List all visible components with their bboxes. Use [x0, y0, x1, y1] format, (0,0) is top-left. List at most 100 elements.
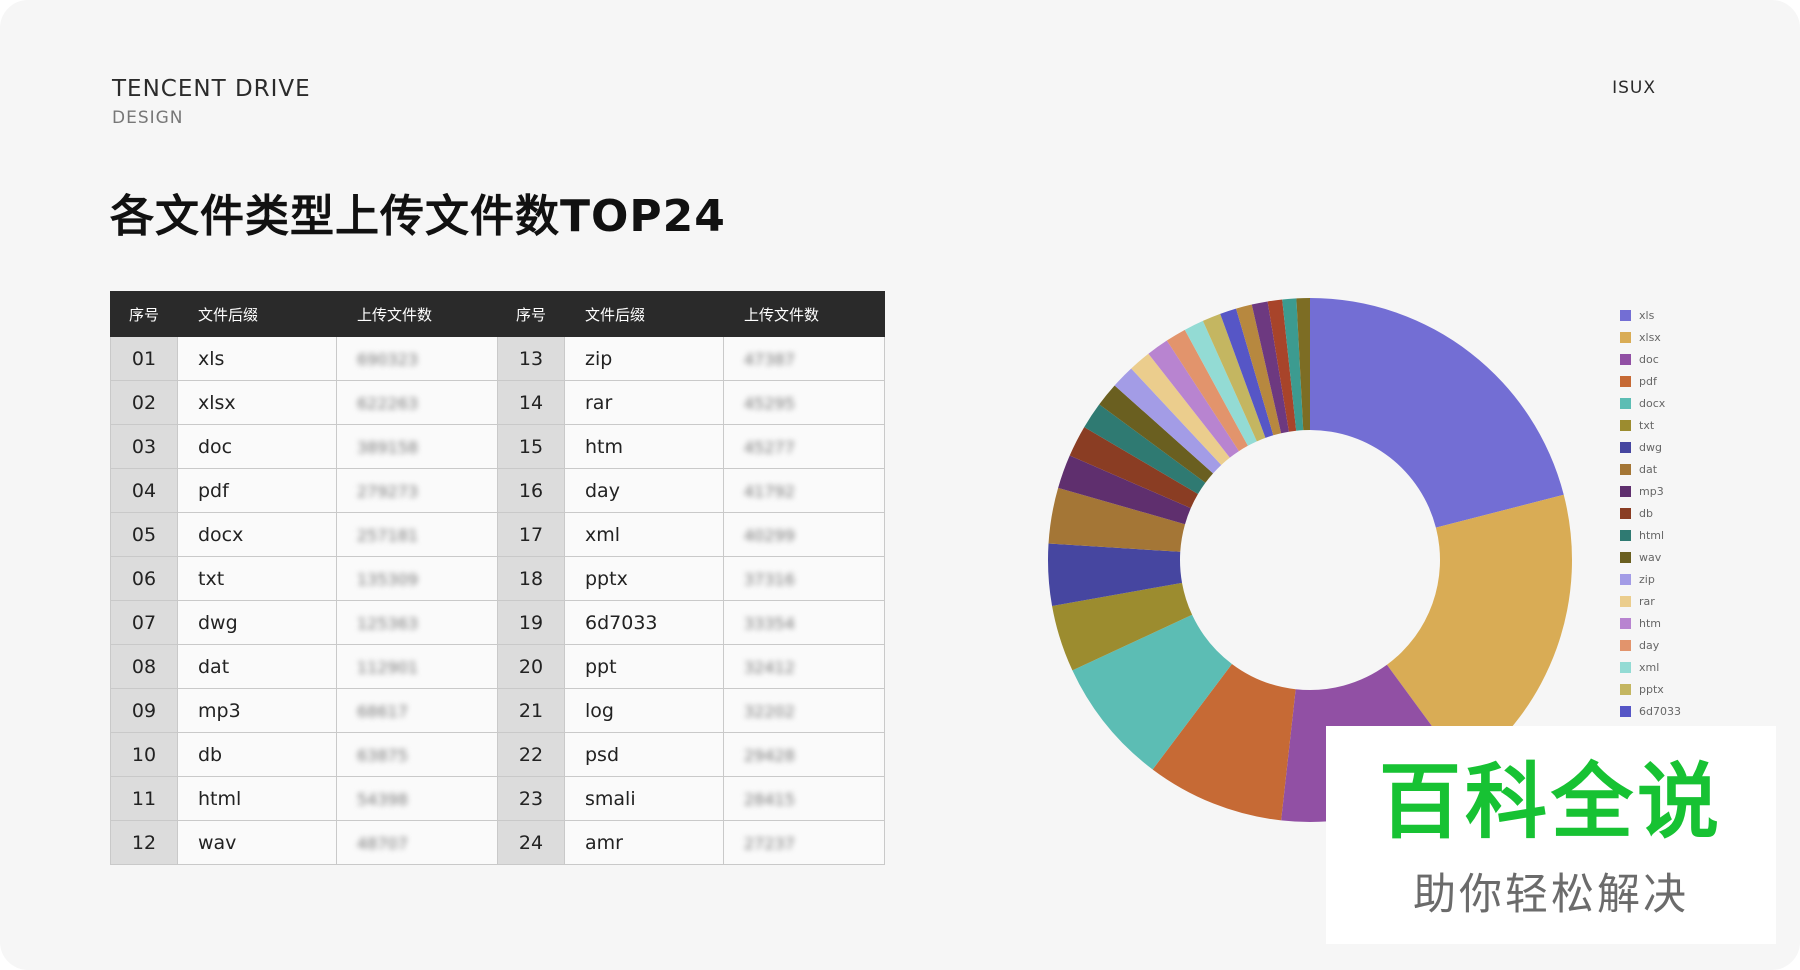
table-row: 07 dwg 125363 19 6d7033 33354 [110, 600, 885, 645]
row-count-value: 63875 [357, 745, 408, 765]
legend-swatch [1620, 573, 1631, 585]
header-extension-2: 文件后缀 [564, 291, 724, 337]
row-count-value: 135309 [357, 569, 419, 589]
header-index-2: 序号 [497, 291, 565, 337]
row-count-value: 47387 [744, 349, 795, 369]
row-extension: zip [564, 336, 724, 381]
row-index: 08 [110, 644, 178, 689]
ranking-table: 序号 文件后缀 上传文件数 序号 文件后缀 上传文件数 01 xls 690323 1… [110, 291, 885, 865]
row-index: 22 [497, 732, 565, 777]
legend-swatch [1620, 617, 1631, 629]
legend-item: pptx [1620, 678, 1681, 700]
row-count: 622263 [336, 380, 498, 425]
row-extension: xml [564, 512, 724, 557]
legend-swatch [1620, 397, 1631, 409]
row-index: 05 [110, 512, 178, 557]
legend-swatch [1620, 551, 1631, 563]
row-index: 24 [497, 820, 565, 865]
legend-label: rar [1639, 594, 1655, 608]
legend-item: html [1620, 524, 1681, 546]
legend-label: dat [1639, 462, 1658, 476]
row-extension: smali [564, 776, 724, 821]
row-count: 37316 [723, 556, 885, 601]
row-index: 09 [110, 688, 178, 733]
row-count: 257181 [336, 512, 498, 557]
donut-slice-xml [1184, 320, 1257, 446]
row-count: 29428 [723, 732, 885, 777]
legend-item: mp3 [1620, 480, 1681, 502]
legend-item: db [1620, 502, 1681, 524]
legend-label: db [1639, 506, 1653, 520]
table-row: 12 wav 48707 24 amr 27237 [110, 820, 885, 865]
donut-slice-wav [1099, 385, 1214, 483]
donut-slice-htm [1148, 340, 1239, 458]
row-count: 32202 [723, 688, 885, 733]
row-count-value: 622263 [357, 393, 419, 413]
row-count-value: 68617 [357, 701, 408, 721]
legend-item: xlsx [1620, 326, 1681, 348]
row-count-value: 37316 [744, 569, 795, 589]
brand-title: TENCENT DRIVE [112, 76, 311, 102]
donut-slice-mp3 [1058, 455, 1191, 525]
legend-swatch [1620, 595, 1631, 607]
legend-item: txt [1620, 414, 1681, 436]
row-count-value: 33354 [744, 613, 795, 633]
legend-item: dwg [1620, 436, 1681, 458]
legend-swatch [1620, 419, 1631, 431]
header-index-1: 序号 [110, 291, 178, 337]
row-count-value: 125363 [357, 613, 419, 633]
table-row: 11 html 54398 23 smali 28415 [110, 776, 885, 821]
donut-slice-rar [1131, 353, 1230, 465]
legend-label: txt [1639, 418, 1655, 432]
row-extension: psd [564, 732, 724, 777]
row-index: 15 [497, 424, 565, 469]
brand-subtitle: DESIGN [112, 108, 184, 128]
row-extension: doc [177, 424, 337, 469]
legend-item: doc [1620, 348, 1681, 370]
row-count: 389158 [336, 424, 498, 469]
donut-slice-docx [1072, 614, 1232, 770]
legend-label: day [1639, 638, 1660, 652]
row-count: 135309 [336, 556, 498, 601]
isux-label: ISUX [1612, 78, 1656, 98]
legend-swatch [1620, 683, 1631, 695]
legend-item: zip [1620, 568, 1681, 590]
row-count: 45277 [723, 424, 885, 469]
row-extension: htm [564, 424, 724, 469]
header-count-2: 上传文件数 [723, 291, 885, 337]
table-row: 02 xlsx 622263 14 rar 45295 [110, 380, 885, 425]
brand-block: TENCENT DRIVE DESIGN [112, 76, 311, 128]
legend-swatch [1620, 309, 1631, 321]
row-extension: ppt [564, 644, 724, 689]
row-count: 125363 [336, 600, 498, 645]
donut-slice-smali [1282, 298, 1304, 431]
row-extension: db [177, 732, 337, 777]
donut-slice-day [1166, 329, 1248, 452]
donut-slice-txt [1052, 582, 1193, 671]
row-index: 18 [497, 556, 565, 601]
row-count: 27237 [723, 820, 885, 865]
row-count-value: 45277 [744, 437, 795, 457]
donut-slice-psd [1267, 299, 1297, 432]
legend-label: pdf [1639, 374, 1657, 388]
legend-label: htm [1639, 616, 1661, 630]
donut-slice-6d7033 [1220, 308, 1274, 438]
row-count-value: 32202 [744, 701, 795, 721]
row-count: 45295 [723, 380, 885, 425]
donut-slice-dwg [1048, 543, 1183, 606]
legend-swatch [1620, 639, 1631, 651]
row-index: 13 [497, 336, 565, 381]
row-index: 04 [110, 468, 178, 513]
legend-item: dat [1620, 458, 1681, 480]
row-extension: html [177, 776, 337, 821]
donut-slice-html [1084, 404, 1206, 495]
row-extension: mp3 [177, 688, 337, 733]
row-extension: day [564, 468, 724, 513]
legend-item: xml [1620, 656, 1681, 678]
row-extension: docx [177, 512, 337, 557]
row-index: 02 [110, 380, 178, 425]
row-count-value: 54398 [357, 789, 408, 809]
table-header-row: 序号 文件后缀 上传文件数 序号 文件后缀 上传文件数 [110, 291, 885, 337]
legend-item: pdf [1620, 370, 1681, 392]
row-extension: dwg [177, 600, 337, 645]
